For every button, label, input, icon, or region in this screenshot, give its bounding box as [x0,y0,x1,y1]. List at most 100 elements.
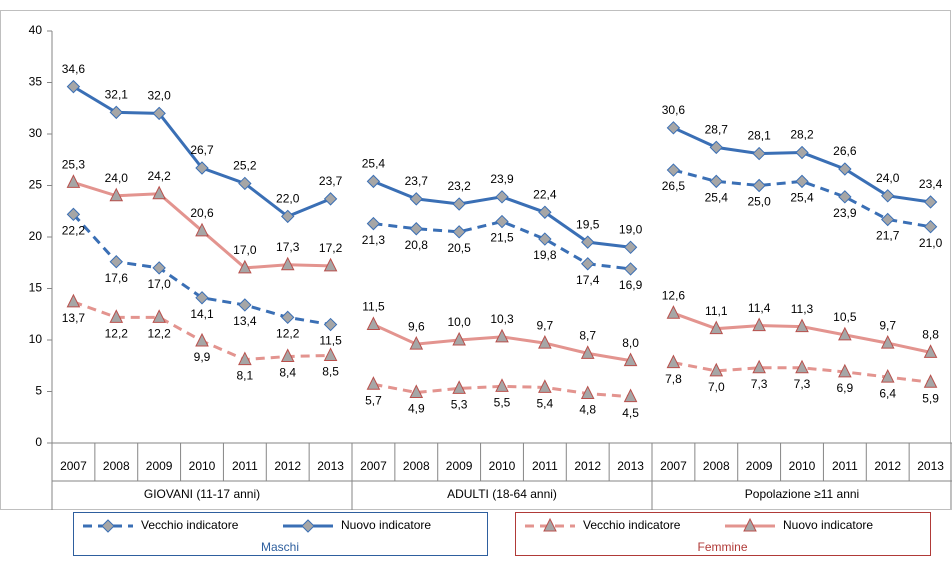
legend-label: Nuovo indicatore [341,518,431,532]
data-label: 9,7 [537,318,554,332]
data-label: 34,6 [62,62,86,76]
data-label: 7,8 [665,372,682,386]
marker [66,207,81,222]
data-label: 12,2 [105,327,129,341]
marker [66,174,81,188]
group-label: ADULTI (18-64 anni) [447,487,557,501]
data-label: 24,0 [105,171,129,185]
marker [880,334,895,349]
data-label: 11,5 [319,334,342,348]
data-label: 7,0 [708,380,725,394]
data-label: 23,7 [405,174,429,188]
marker [752,146,766,161]
marker [581,235,595,249]
data-label: 7,3 [794,377,811,391]
marker [538,379,552,393]
data-label: 19,5 [576,217,600,231]
marker [238,298,252,312]
data-label: 28,7 [705,123,729,137]
data-label: 26,6 [833,144,857,158]
marker [366,216,381,231]
marker [452,197,466,211]
marker [623,388,638,403]
data-label: 12,2 [276,327,300,341]
marker [538,334,552,349]
data-label: 5,7 [365,393,382,407]
marker [495,214,509,229]
x-tick-label: 2013 [617,459,644,473]
data-label: 23,4 [919,177,943,191]
marker [666,121,681,135]
marker [623,352,638,367]
y-tick-label: 25 [29,178,43,192]
data-label: 13,4 [233,314,257,328]
marker [195,332,209,347]
data-label: 9,6 [408,319,425,333]
x-tick-label: 2011 [532,459,558,473]
marker [881,212,895,227]
data-label: 16,9 [619,278,643,292]
chart-border [0,10,951,510]
marker [543,517,557,532]
data-label: 8,0 [622,336,639,350]
marker [281,209,295,224]
data-label: 25,4 [362,157,386,171]
marker [666,354,681,369]
marker [281,310,295,325]
data-label: 12,2 [147,327,171,341]
data-label: 11,1 [705,304,728,318]
data-label: 30,6 [662,103,686,117]
data-label: 4,8 [579,403,596,417]
data-label: 21,3 [362,233,386,247]
data-label: 25,2 [233,159,257,173]
data-label: 8,7 [579,329,596,343]
legend-box [515,512,931,556]
marker [323,347,338,361]
marker [923,195,938,209]
marker [366,174,381,189]
data-label: 9,7 [879,318,896,332]
data-label: 20,5 [447,241,471,255]
marker [666,163,681,177]
marker [923,344,938,358]
x-tick-label: 2010 [789,459,816,473]
marker [409,336,424,350]
y-tick-label: 40 [29,23,43,37]
marker [152,309,166,323]
legend-group-label: Femmine [697,540,747,554]
marker [452,225,466,239]
data-label: 17,0 [233,243,257,257]
marker [838,162,852,176]
x-tick-label: 2010 [189,459,216,473]
data-label: 32,0 [147,89,171,103]
marker [709,362,724,377]
marker [409,222,423,236]
marker [323,192,338,206]
data-label: 21,7 [876,229,900,243]
marker [538,232,552,246]
data-label: 8,1 [237,369,254,383]
marker [795,145,809,160]
x-tick-label: 2009 [446,459,473,473]
y-tick-label: 35 [29,75,43,89]
marker [409,192,423,206]
legend-label: Vecchio indicatore [583,518,681,532]
legend-label: Vecchio indicatore [141,518,239,532]
x-tick-label: 2011 [832,459,858,473]
data-label: 5,9 [922,391,939,405]
data-label: 22,2 [62,224,86,238]
y-tick-label: 15 [29,281,43,295]
marker [752,178,766,193]
data-label: 22,4 [533,187,557,201]
data-label: 8,4 [279,366,296,380]
marker [366,316,381,331]
data-label: 9,9 [194,350,211,364]
data-label: 28,2 [790,128,814,142]
x-tick-label: 2013 [917,459,944,473]
y-tick-label: 30 [29,126,43,140]
data-label: 17,6 [105,271,129,285]
marker [838,326,852,341]
data-label: 20,8 [405,238,429,252]
x-tick-label: 2008 [703,459,730,473]
